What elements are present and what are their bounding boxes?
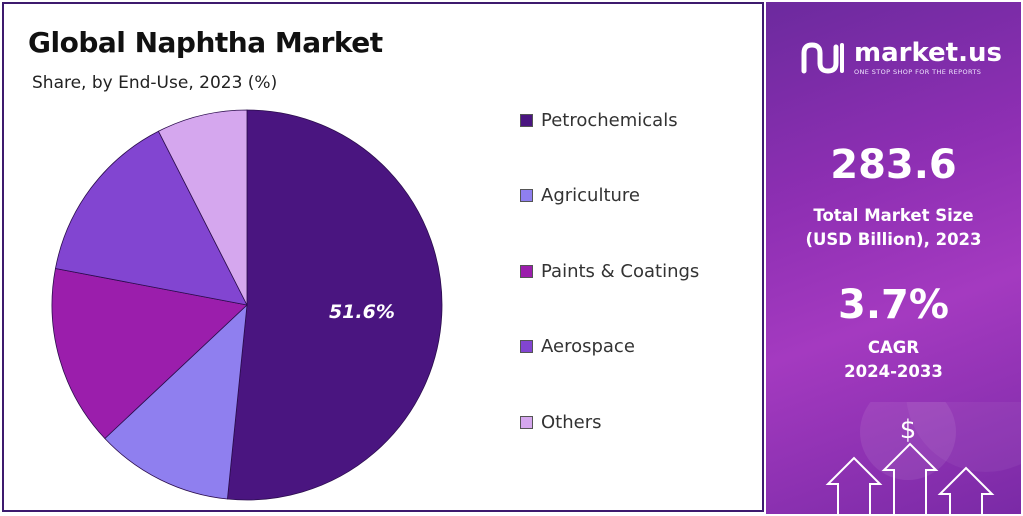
dollar-icon: $ xyxy=(900,415,917,445)
pie-slice-agriculture xyxy=(104,303,248,500)
legend-label: Paints & Coatings xyxy=(541,260,700,282)
brand-tagline: ONE STOP SHOP FOR THE REPORTS xyxy=(854,68,982,76)
legend-item: Others xyxy=(520,410,602,434)
legend-label: Others xyxy=(541,411,602,433)
svg-text:$: $ xyxy=(900,415,917,445)
brand: market.us ONE STOP SHOP FOR THE REPORTS xyxy=(800,40,1002,76)
chart-title: Global Naphtha Market xyxy=(28,26,383,59)
pie-slice-paints-coatings xyxy=(51,267,248,440)
chart-subtitle: Share, by End-Use, 2023 (%) xyxy=(32,73,278,93)
legend-label: Agriculture xyxy=(541,185,640,206)
legend-swatch xyxy=(520,264,533,278)
pie-slice-petrochemicals xyxy=(226,109,443,501)
market-size-value: 283.6 xyxy=(830,142,957,188)
legend-item: Aerospace xyxy=(520,335,635,359)
cagr-label-line2: 2024-2033 xyxy=(844,362,943,381)
market-size-label-line1: Total Market Size xyxy=(813,206,974,225)
market-us-logo-icon xyxy=(801,42,844,74)
pie-slice-aerospace xyxy=(54,130,248,306)
pie-chart: 51.6% xyxy=(51,109,443,501)
legend-item: Agriculture xyxy=(520,184,640,208)
legend-swatch xyxy=(520,189,533,202)
brand-name: market.us xyxy=(854,38,1002,68)
legend-swatch xyxy=(520,415,533,429)
legend-swatch xyxy=(520,340,533,353)
legend-item: Petrochemicals xyxy=(520,108,678,132)
legend-label: Aerospace xyxy=(541,336,635,357)
pie-slice-others xyxy=(157,109,248,306)
stats-sidebar: $ market.us ONE STOP SHOP FOR THE REPORT… xyxy=(766,2,1021,514)
legend-item: Paints & Coatings xyxy=(520,259,699,283)
legend-swatch xyxy=(520,113,533,127)
growth-decoration: $ xyxy=(825,402,1021,514)
cagr-value: 3.7% xyxy=(838,282,949,328)
legend-label: Petrochemicals xyxy=(541,109,678,131)
market-size-label-line2: (USD Billion), 2023 xyxy=(805,230,982,249)
up-arrow-icon xyxy=(825,442,995,514)
pie-data-label: 51.6% xyxy=(329,301,395,323)
cagr-label-line1: CAGR xyxy=(867,338,920,357)
